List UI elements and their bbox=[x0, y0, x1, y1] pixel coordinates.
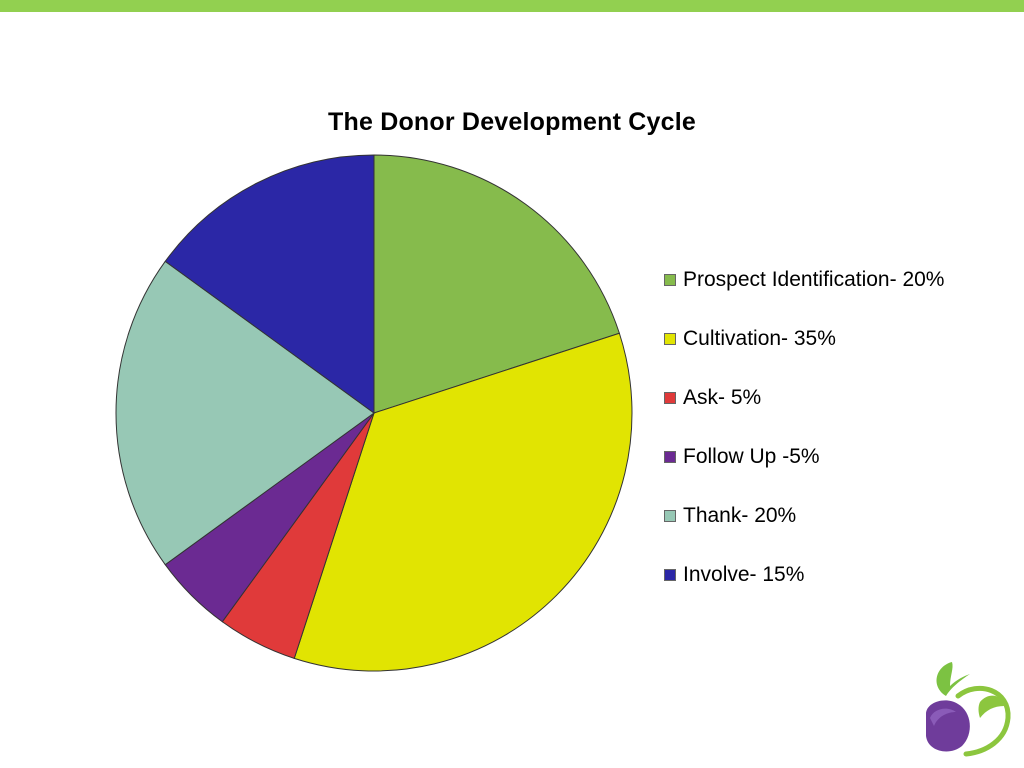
legend-swatch bbox=[664, 273, 676, 286]
legend-label: Cultivation- 35% bbox=[683, 326, 836, 350]
legend-label: Involve- 15% bbox=[683, 562, 805, 586]
legend-swatch bbox=[664, 391, 676, 404]
legend-item: Cultivation- 35% bbox=[664, 309, 1004, 368]
pie-slice-0 bbox=[373, 154, 621, 414]
legend-swatch bbox=[664, 568, 676, 581]
legend-label: Ask- 5% bbox=[683, 385, 762, 409]
legend-swatch bbox=[664, 332, 676, 345]
legend-item: Involve- 15% bbox=[664, 545, 1004, 604]
pie-slice-4 bbox=[115, 260, 375, 566]
legend-swatch bbox=[664, 509, 676, 522]
chart-title-text: The Donor Development Cycle bbox=[328, 108, 696, 136]
legend-label: Thank- 20% bbox=[683, 503, 797, 527]
chart-title: The Donor Development Cycle bbox=[0, 108, 1024, 137]
pie-slice-5 bbox=[164, 154, 375, 414]
legend-swatch bbox=[664, 450, 676, 463]
legend-item: Thank- 20% bbox=[664, 486, 1004, 545]
legend-item: Ask- 5% bbox=[664, 368, 1004, 427]
top-accent-bar bbox=[0, 0, 1024, 12]
sprout-logo-icon bbox=[918, 656, 1014, 760]
pie-slice-1 bbox=[293, 332, 633, 672]
legend-item: Prospect Identification- 20% bbox=[664, 250, 1004, 309]
legend-label: Follow Up -5% bbox=[683, 444, 820, 468]
legend-label: Prospect Identification- 20% bbox=[683, 267, 945, 291]
legend-item: Follow Up -5% bbox=[664, 427, 1004, 486]
chart-legend: Prospect Identification- 20% Cultivation-… bbox=[664, 250, 1004, 604]
